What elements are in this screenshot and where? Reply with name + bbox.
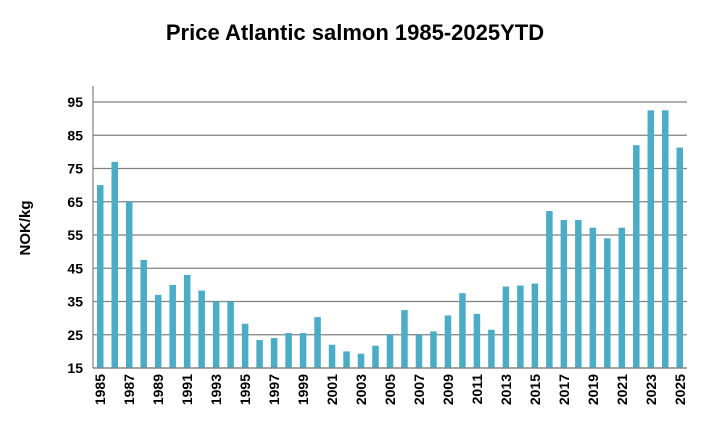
bar-2021 xyxy=(618,227,626,368)
x-tick-label: 1993 xyxy=(208,374,224,405)
bar-1994 xyxy=(227,301,234,368)
bar-2014 xyxy=(517,285,524,368)
x-tick-label: 2025 xyxy=(672,374,688,405)
bar-2024 xyxy=(662,110,669,368)
x-tick-label: 2011 xyxy=(469,374,485,405)
y-tick-label: 25 xyxy=(67,327,83,343)
x-tick-label: 2003 xyxy=(353,374,369,405)
x-tick-label: 2021 xyxy=(614,374,630,405)
x-tick-label: 2017 xyxy=(556,374,572,405)
y-tick-label: 95 xyxy=(67,94,83,110)
x-tick-labels: 1985 1987 1989 1991 1993 1995 1997 1999 2001 2003… xyxy=(92,374,688,405)
bar-2005 xyxy=(386,334,394,368)
bar-1985 xyxy=(96,185,104,368)
bar-2003 xyxy=(357,353,365,368)
bar-2010 xyxy=(459,293,466,368)
y-tick-label: 15 xyxy=(67,360,83,376)
x-tick-label: 2001 xyxy=(324,374,340,405)
bar-2002 xyxy=(343,351,350,368)
y-axis-label: NOK/kg xyxy=(17,200,34,255)
bar-2025 xyxy=(676,147,684,368)
bar-2023 xyxy=(647,110,655,368)
bar-1991 xyxy=(183,274,191,368)
bar-2015 xyxy=(531,283,539,368)
bar-1995 xyxy=(241,323,249,368)
y-tick-label: 55 xyxy=(67,227,83,243)
bar-2009 xyxy=(444,315,452,368)
bars xyxy=(96,110,684,368)
bar-2001 xyxy=(328,344,336,368)
x-tick-label: 1991 xyxy=(179,374,195,405)
bar-2012 xyxy=(488,329,495,368)
bar-1996 xyxy=(256,340,263,368)
bar-2007 xyxy=(415,334,423,368)
bar-2013 xyxy=(502,286,510,368)
bar-1986 xyxy=(111,161,118,368)
x-tick-label: 1995 xyxy=(237,374,253,405)
x-tick-label: 2009 xyxy=(440,374,456,405)
x-tick-label: 2015 xyxy=(527,374,543,405)
bar-2017 xyxy=(560,220,568,368)
bar-1992 xyxy=(198,290,205,368)
axes xyxy=(92,86,687,369)
x-tick-label: 2007 xyxy=(411,374,427,405)
y-tick-label: 45 xyxy=(67,260,83,276)
y-tick-label: 35 xyxy=(67,294,83,310)
bar-1988 xyxy=(140,259,147,368)
y-tick-label: 75 xyxy=(67,161,83,177)
y-tick-labels: 15 25 35 45 55 65 75 85 95 xyxy=(67,94,83,376)
x-tick-label: 2023 xyxy=(643,374,659,405)
x-tick-label: 1987 xyxy=(121,374,137,405)
bar-1993 xyxy=(212,301,220,368)
bar-1998 xyxy=(285,333,292,368)
bar-1989 xyxy=(154,294,162,368)
y-tick-label: 65 xyxy=(67,194,83,210)
x-tick-label: 2005 xyxy=(382,374,398,405)
bar-1997 xyxy=(270,338,278,368)
bar-2016 xyxy=(546,211,553,368)
x-tick-label: 2019 xyxy=(585,374,601,405)
x-tick-label: 1989 xyxy=(150,374,166,405)
y-tick-label: 85 xyxy=(67,127,83,143)
chart-title: Price Atlantic salmon 1985-2025YTD xyxy=(166,20,544,45)
bar-2000 xyxy=(314,317,321,368)
bar-2020 xyxy=(604,238,611,368)
bar-2022 xyxy=(633,145,640,368)
bar-1990 xyxy=(169,284,176,368)
x-tick-label: 1999 xyxy=(295,374,311,405)
x-tick-label: 1985 xyxy=(92,374,108,405)
bar-2006 xyxy=(401,310,408,368)
x-tick-label: 1997 xyxy=(266,374,282,405)
bar-2019 xyxy=(589,227,597,368)
x-tick-label: 2013 xyxy=(498,374,514,405)
bar-1999 xyxy=(299,333,307,368)
bar-2008 xyxy=(430,331,437,368)
gridlines xyxy=(93,101,687,369)
bar-2011 xyxy=(473,313,481,368)
bar-2004 xyxy=(372,345,379,368)
bar-2018 xyxy=(575,220,582,368)
bar-1987 xyxy=(125,201,133,368)
